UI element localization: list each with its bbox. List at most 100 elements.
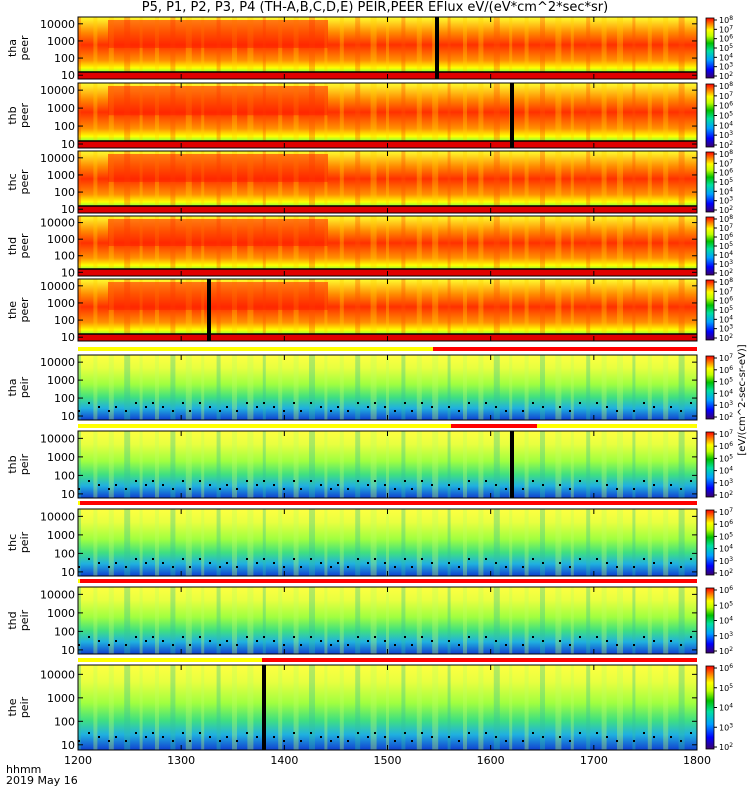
noise-speckle <box>300 566 302 568</box>
spectrogram-texture <box>108 151 114 213</box>
noise-speckle <box>219 488 221 490</box>
spectrogram-texture <box>170 587 176 654</box>
spectrogram-texture <box>478 83 484 148</box>
spectrogram-texture <box>201 431 205 498</box>
noise-speckle <box>78 740 80 742</box>
spectrogram-texture <box>663 431 669 498</box>
noise-speckle <box>98 484 100 486</box>
noise-speckle <box>680 644 682 646</box>
noise-speckle <box>246 480 248 482</box>
spectrogram-texture <box>185 151 192 213</box>
high-flux-region <box>108 282 328 310</box>
spectrogram-texture <box>339 587 344 654</box>
spectrogram-texture <box>586 509 591 576</box>
spectrogram-texture <box>586 216 591 276</box>
spectrogram-texture <box>370 587 377 654</box>
noise-speckle <box>226 736 228 738</box>
noise-speckle <box>246 732 248 734</box>
noise-speckle <box>310 732 312 734</box>
noise-speckle <box>320 736 322 738</box>
spectrogram-texture <box>524 355 529 420</box>
noise-speckle <box>542 562 544 564</box>
noise-speckle <box>411 488 413 490</box>
spectrogram-texture <box>601 355 607 420</box>
spectrogram-texture <box>386 83 389 148</box>
noise-speckle <box>505 488 507 490</box>
spectrogram-texture <box>555 216 562 276</box>
spectrogram-texture <box>139 83 143 148</box>
noise-speckle <box>643 558 645 560</box>
colorbar-tick-label: 107 <box>719 223 733 233</box>
noise-speckle <box>88 558 90 560</box>
colorbar <box>705 216 715 276</box>
noise-speckle <box>616 644 618 646</box>
spectrogram-texture <box>586 587 591 654</box>
noise-speckle <box>209 562 211 564</box>
spectrogram-texture <box>324 355 328 420</box>
noise-speckle <box>643 480 645 482</box>
noise-speckle <box>522 740 524 742</box>
colorbar-tick-label: 105 <box>719 177 733 187</box>
colorbar-tick-label: 105 <box>719 453 733 463</box>
spectrogram-texture <box>293 83 299 148</box>
spectrogram-texture <box>355 83 361 148</box>
spectrogram-texture <box>293 509 299 576</box>
noise-speckle <box>458 644 460 646</box>
spectrogram-texture <box>247 17 254 79</box>
noise-speckle <box>256 640 258 642</box>
spectrogram-panel-1: 10 100 1000 10000 tha peer 1021031041051061071… <box>6 15 733 82</box>
spectrogram-texture <box>555 509 562 576</box>
spectrogram-texture <box>617 355 623 420</box>
spectrogram-texture <box>324 665 328 750</box>
spectrogram-texture <box>540 151 545 213</box>
spectrogram-image <box>78 509 697 576</box>
spectrogram-texture <box>293 431 299 498</box>
spectrogram-texture <box>663 665 669 750</box>
spectrogram-texture <box>155 587 159 654</box>
noise-speckle <box>310 402 312 404</box>
spectrogram-texture <box>617 431 623 498</box>
spectrogram-texture <box>493 151 500 213</box>
spectrogram-texture <box>447 17 451 79</box>
spectrogram-texture <box>555 17 562 79</box>
spectrogram-texture <box>601 216 607 276</box>
noise-speckle <box>579 480 581 482</box>
noise-speckle <box>468 558 470 560</box>
noise-speckle <box>468 480 470 482</box>
spectrogram-texture <box>632 355 636 420</box>
noise-speckle <box>226 484 228 486</box>
spectrogram-texture <box>93 431 98 498</box>
spectrogram-texture <box>416 431 422 498</box>
spectrogram-texture <box>309 431 315 498</box>
spectrogram-texture <box>586 431 591 498</box>
spectrogram-texture <box>139 665 143 750</box>
noise-speckle <box>616 740 618 742</box>
noise-speckle <box>394 740 396 742</box>
spectrogram-texture <box>278 509 283 576</box>
noise-speckle <box>189 740 191 742</box>
noise-speckle <box>357 732 359 734</box>
spectrogram-texture <box>524 509 529 576</box>
spectrogram-texture <box>170 355 176 420</box>
spectrogram-texture <box>262 355 266 420</box>
noise-speckle <box>458 566 460 568</box>
spectrogram-texture <box>432 216 439 276</box>
colorbar-tick-label: 104 <box>719 703 733 713</box>
noise-speckle <box>384 484 386 486</box>
noise-speckle <box>283 644 285 646</box>
colorbar-tick-label: 106 <box>719 101 733 111</box>
y-tick-label: 10000 <box>40 280 75 293</box>
spectrogram-texture <box>108 83 114 148</box>
noise-speckle <box>293 732 295 734</box>
spectrogram-texture <box>108 587 114 654</box>
panel-y-label: thc <box>6 173 19 190</box>
x-tick-label: 1800 <box>683 754 711 767</box>
spectrogram-texture <box>478 431 484 498</box>
noise-speckle <box>569 488 571 490</box>
colorbar-tick-label: 104 <box>719 314 733 324</box>
noise-speckle <box>347 644 349 646</box>
spectrogram-texture <box>278 279 283 341</box>
colorbar-tick-label: 102 <box>719 268 733 278</box>
noise-speckle <box>374 480 376 482</box>
spectrogram-texture <box>355 665 361 750</box>
